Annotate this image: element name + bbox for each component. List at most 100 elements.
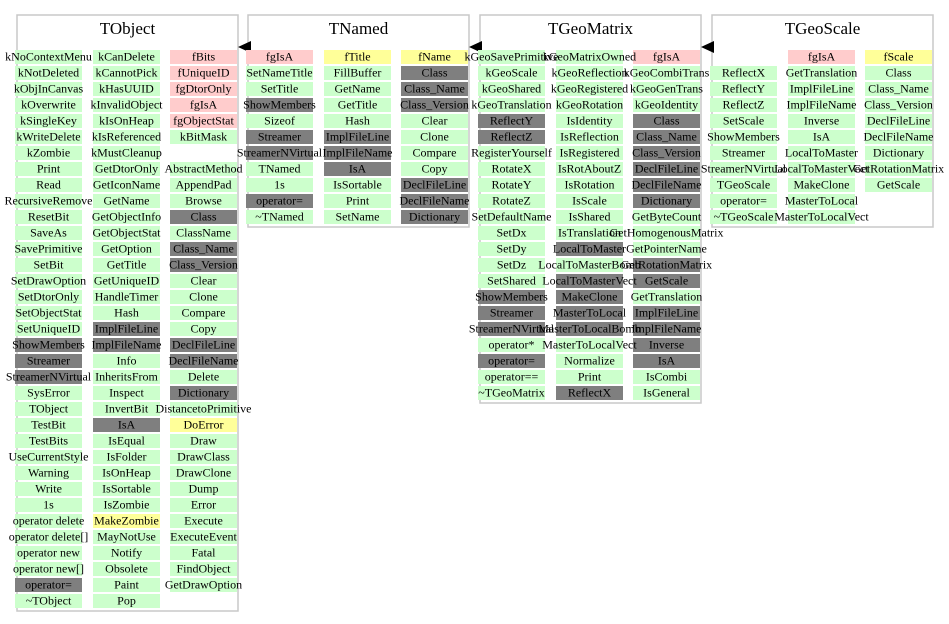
member-label: kIsOnHeap [99,113,154,127]
member-cell [633,274,700,288]
member-cell [556,210,623,224]
member-label: Class_Version [400,97,469,111]
member-label: operator* [489,337,535,351]
member-label: operator new[] [13,561,84,575]
member-cell [93,562,160,576]
member-label: Inspect [109,385,144,399]
member-label: Delete [188,369,219,383]
member-cell [170,562,237,576]
member-label: DoError [184,417,224,431]
member-cell [478,162,545,176]
member-label: SetDz [497,257,526,271]
member-label: ReflectX [722,65,766,79]
member-label: ImplFileLine [326,129,389,143]
member-label: TestBit [31,417,66,431]
member-cell [15,402,82,416]
member-label: DrawClone [176,465,231,479]
member-cell [93,482,160,496]
member-cell [246,50,313,64]
member-cell [478,66,545,80]
member-label: IsReflection [560,129,619,143]
member-label: ReflectX [568,385,612,399]
member-label: Hash [345,113,370,127]
member-cell [788,210,855,224]
member-cell [324,146,391,160]
member-cell [93,530,160,544]
member-cell [170,386,237,400]
member-label: kBitMask [180,129,227,143]
member-cell [788,66,855,80]
member-cell [401,146,468,160]
member-label: kGeoRegistered [551,81,628,95]
member-label: Paint [114,577,139,591]
member-label: kGeoShared [482,81,541,95]
member-label: IsIdentity [567,113,613,127]
member-label: GetDrawOption [165,577,242,591]
member-label: ImplFileName [787,97,857,111]
member-label: kCannotPick [96,65,158,79]
member-label: SetDtorOnly [18,289,79,303]
member-cell [478,338,545,352]
member-cell [15,498,82,512]
member-cell [478,50,545,64]
member-cell [556,226,623,240]
member-label: Hash [114,305,139,319]
member-label: MasterToLocalVect [774,209,869,223]
class-box [479,14,702,404]
member-cell [788,194,855,208]
member-label: MasterToLocalVect [542,337,637,351]
member-label: LocalToMasterVect [774,161,869,175]
member-label: Browse [185,193,222,207]
member-cell [556,354,623,368]
member-label: DeclFileName [400,193,470,207]
member-cell [93,514,160,528]
member-cell [15,162,82,176]
member-cell [633,338,700,352]
member-label: TObject [29,401,69,415]
member-label: Inverse [649,337,684,351]
member-cell [93,306,160,320]
member-cell [170,242,237,256]
class-title: TNamed [329,19,389,38]
member-label: AppendPad [176,177,232,191]
member-cell [633,226,700,240]
member-cell [93,354,160,368]
member-cell [170,290,237,304]
member-cell [865,130,932,144]
member-label: IsOnHeap [102,465,151,479]
member-label: Class_Version [169,257,238,271]
member-cell [710,146,777,160]
member-cell [324,178,391,192]
member-cell [15,66,82,80]
member-cell [401,178,468,192]
member-label: IsZombie [104,497,150,511]
member-cell [633,306,700,320]
member-cell [93,370,160,384]
member-cell [710,98,777,112]
member-cell [93,418,160,432]
member-cell [170,450,237,464]
member-cell [633,66,700,80]
member-label: GetTranslation [786,65,858,79]
member-label: kIsReferenced [92,129,161,143]
member-label: MasterToLocal [553,305,627,319]
member-label: Streamer [722,145,765,159]
member-cell [478,322,545,336]
member-cell [93,242,160,256]
member-cell [93,210,160,224]
member-label: kWriteDelete [16,129,80,143]
member-cell [324,114,391,128]
member-cell [170,482,237,496]
member-label: GetDtorOnly [95,161,158,175]
member-label: Class_Name [404,81,465,95]
member-cell [170,66,237,80]
member-cell [170,274,237,288]
member-cell [710,194,777,208]
member-cell [246,66,313,80]
member-label: TGeoScale [717,177,770,191]
member-label: SetNameTitle [246,65,312,79]
member-label: DistancetoPrimitive [156,401,252,415]
member-cell [15,50,82,64]
member-label: ImplFileLine [790,81,853,95]
member-label: fgObjectStat [173,113,234,127]
